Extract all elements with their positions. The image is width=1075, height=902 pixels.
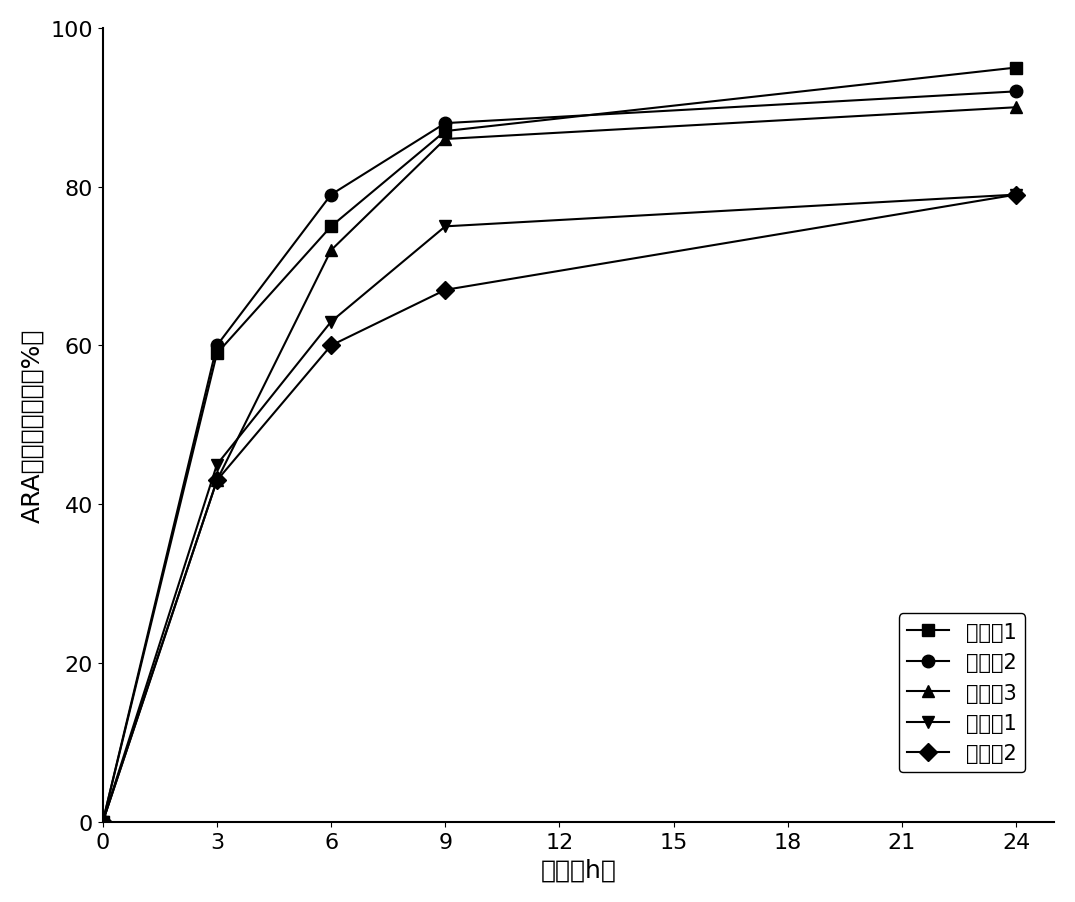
组合物1	[211, 348, 224, 359]
对照组2	[211, 475, 224, 486]
组合物1	[97, 816, 110, 827]
对照组2	[97, 816, 110, 827]
对照组2	[439, 285, 452, 296]
组合物3	[325, 245, 338, 256]
对照组1	[325, 317, 338, 327]
Legend: 组合物1, 组合物2, 组合物3, 对照组1, 对照组2: 组合物1, 组合物2, 组合物3, 对照组1, 对照组2	[899, 613, 1024, 772]
组合物3	[97, 816, 110, 827]
Line: 对照组2: 对照组2	[97, 189, 1022, 828]
对照组1	[211, 460, 224, 471]
组合物3	[211, 475, 224, 486]
对照组1	[1009, 190, 1022, 201]
组合物2	[97, 816, 110, 827]
组合物1	[439, 126, 452, 137]
Line: 组合物3: 组合物3	[97, 102, 1022, 828]
组合物3	[1009, 103, 1022, 114]
Line: 组合物2: 组合物2	[97, 86, 1022, 828]
对照组1	[97, 816, 110, 827]
组合物2	[439, 118, 452, 129]
组合物1	[1009, 63, 1022, 74]
对照组1	[439, 222, 452, 233]
组合物2	[325, 190, 338, 201]
Line: 对照组1: 对照组1	[97, 189, 1022, 828]
组合物2	[1009, 87, 1022, 97]
对照组2	[1009, 190, 1022, 201]
Y-axis label: ARA的淡巴回收率（%）: ARA的淡巴回收率（%）	[20, 328, 45, 522]
组合物1	[325, 222, 338, 233]
对照组2	[325, 341, 338, 352]
X-axis label: 时间（h）: 时间（h）	[541, 857, 616, 881]
Line: 组合物1: 组合物1	[97, 62, 1022, 828]
组合物3	[439, 134, 452, 145]
组合物2	[211, 341, 224, 352]
